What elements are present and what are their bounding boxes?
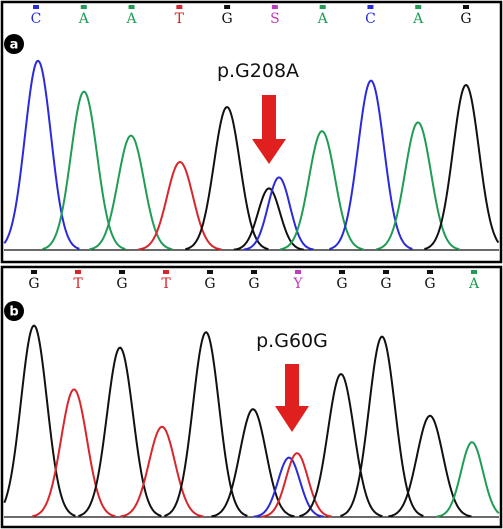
trace-peak-A <box>376 121 460 251</box>
base-call-letter: A <box>125 11 137 27</box>
trace-peak-T <box>120 425 204 518</box>
mutation-arrow-b <box>275 364 309 432</box>
base-call-tick <box>224 5 231 9</box>
base-call-letter: Y <box>292 276 303 292</box>
trace-peak-T <box>32 388 116 518</box>
base-call-tick <box>271 5 278 9</box>
trace-peak-A <box>436 441 500 518</box>
base-call-letter: G <box>424 276 435 292</box>
base-call-tick <box>75 270 81 274</box>
base-call-letter: A <box>317 11 329 27</box>
trace-peak-C <box>243 176 314 251</box>
base-call-letter: A <box>468 276 480 292</box>
base-call-tick <box>31 270 37 274</box>
base-call-tick <box>33 5 39 9</box>
base-call-letter: C <box>365 11 376 27</box>
trace-peak-G <box>3 324 76 517</box>
chromatogram-a-svg: C A A T G S A C A G a p.G208A <box>0 0 503 264</box>
panel-a-border <box>0 0 503 264</box>
trace-peak-A <box>42 90 126 251</box>
base-call-tick <box>319 5 326 9</box>
base-call-tick <box>80 5 87 9</box>
trace-peak-A <box>89 134 173 251</box>
trace-peak-C <box>329 79 413 250</box>
panel-b-border <box>0 265 503 529</box>
trace-peak-C <box>253 456 324 518</box>
base-call-tick <box>463 5 469 9</box>
mutation-label-a: p.G208A <box>217 60 299 82</box>
base-call-letter: G <box>204 276 215 292</box>
base-call-tick <box>251 270 257 274</box>
base-call-letter: T <box>73 276 83 292</box>
base-call-letter: G <box>116 276 127 292</box>
trace-peak-T <box>261 452 332 518</box>
mutation-label-b: p.G60G <box>256 330 328 352</box>
trace-peak-T <box>138 160 222 251</box>
trace-peak-G <box>340 335 424 517</box>
base-call-letter: C <box>31 11 42 27</box>
trace-peak-A <box>280 130 364 251</box>
base-call-letter: G <box>336 276 347 292</box>
base-call-letter: A <box>78 11 90 27</box>
base-call-tick <box>163 270 169 274</box>
base-call-tick <box>471 270 477 274</box>
base-call-letter: A <box>412 11 424 27</box>
trace-peak-G <box>78 346 162 517</box>
base-call-letter: G <box>222 11 233 27</box>
base-call-tick <box>128 5 135 9</box>
base-call-tick <box>383 270 389 274</box>
trace-peak-G <box>164 331 248 517</box>
base-call-letter: T <box>161 276 171 292</box>
base-call-letter: G <box>248 276 259 292</box>
panel-b-badge: b <box>4 301 24 321</box>
chromatogram-panel-a: C A A T G S A C A G a p.G208A <box>0 0 503 264</box>
panel-a-badge-label: a <box>10 38 19 53</box>
trace-peak-G <box>185 106 269 251</box>
base-call-letter: G <box>460 11 471 27</box>
base-call-tick <box>176 5 183 9</box>
chromatogram-panel-b: G T G T G G Y G G G A b p.G60G <box>0 265 503 529</box>
base-call-tick <box>119 270 125 274</box>
base-call-letter: S <box>270 11 280 27</box>
base-call-letter: T <box>175 11 185 27</box>
trace-peak-C <box>3 59 80 250</box>
mutation-arrow-a <box>252 95 286 164</box>
trace-peak-G <box>299 373 383 518</box>
trace-peak-G <box>424 84 500 250</box>
base-call-tick <box>207 270 213 274</box>
chromatogram-b-svg: G T G T G G Y G G G A b p.G60G <box>0 265 503 529</box>
panel-a-badge: a <box>4 34 24 54</box>
base-call-tick <box>427 270 433 274</box>
trace-peak-G <box>211 408 295 518</box>
base-call-tick <box>415 5 422 9</box>
base-call-letter: G <box>380 276 391 292</box>
trace-peak-G <box>388 414 472 518</box>
panel-b-badge-label: b <box>9 305 18 320</box>
base-call-tick <box>339 270 345 274</box>
base-call-tick <box>367 5 374 9</box>
base-call-tick <box>295 270 301 274</box>
base-call-letter: G <box>28 276 39 292</box>
